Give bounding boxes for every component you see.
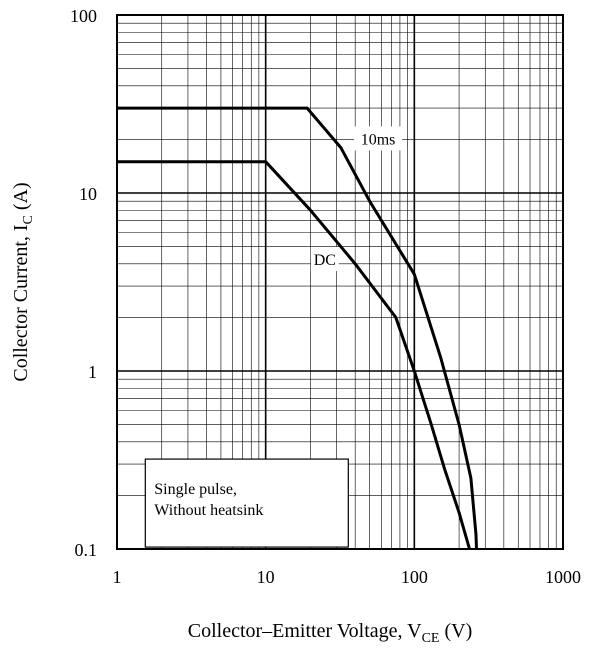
curve-label-10ms: 10ms [361, 131, 396, 148]
series-line-dc [117, 160, 471, 550]
y-tick-label: 100 [70, 6, 97, 26]
curve-label-background [354, 126, 403, 151]
x-axis-title-subscript: CE [422, 631, 440, 646]
x-axis-title-unit: (V) [444, 620, 472, 642]
x-axis-title: Collector–Emitter Voltage, VCE (V) [188, 620, 473, 646]
series-line-10ms [117, 106, 478, 550]
curve-label-dc: DC [314, 252, 336, 269]
y-axis-title: Collector Current, IC (A) [10, 182, 36, 381]
note-line: Single pulse, [154, 481, 237, 498]
y-axis-title-subscript: C [21, 215, 36, 224]
note-line: Without heatsink [154, 502, 263, 519]
curve-label-background [310, 247, 339, 272]
annotation-layer: 10ms DC Single pulse, Without heatsink [144, 126, 403, 548]
x-tick-label: 1000 [545, 567, 581, 587]
y-tick-label: 10 [79, 184, 97, 204]
series-layer [117, 106, 478, 550]
y-axis-title-unit: (A) [10, 182, 32, 210]
note-box [144, 458, 349, 548]
tick-layer: 1 10 100 1000 0.1 1 10 100 [70, 6, 581, 587]
y-axis-title-main: Collector Current, I [10, 224, 32, 381]
y-tick-label: 1 [88, 362, 97, 382]
plot-frame [116, 14, 564, 550]
x-tick-label: 1 [113, 567, 122, 587]
x-tick-label: 100 [401, 567, 428, 587]
x-axis-title-main: Collector–Emitter Voltage, V [188, 620, 422, 642]
x-tick-label: 10 [257, 567, 275, 587]
y-tick-label: 0.1 [75, 540, 98, 560]
